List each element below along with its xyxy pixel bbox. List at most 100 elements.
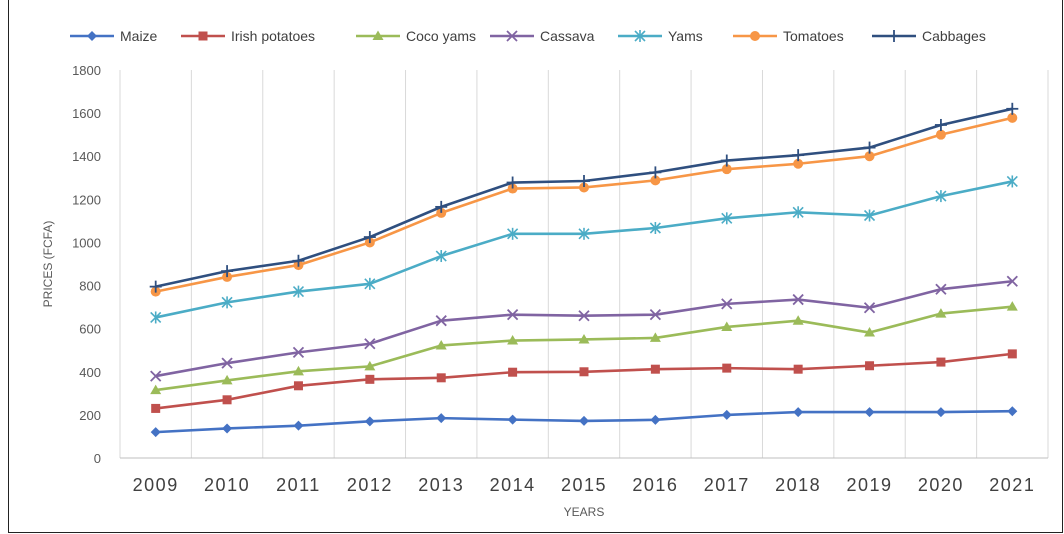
data-point-cassava [649,309,662,321]
data-point-cabbages [578,175,590,188]
data-point-cassava [578,310,590,322]
y-tick-label: 1800 [72,63,101,78]
data-point-coco-yams [1006,301,1018,311]
data-point-cabbages [649,166,662,179]
data-point-coco-yams [721,321,733,331]
data-point-cassava [435,315,447,327]
data-point-cassava [792,293,804,306]
data-point-yams [507,227,519,240]
data-point-yams [935,190,947,203]
x-tick-label: 2010 [204,475,250,495]
data-point-coco-yams [792,315,804,325]
legend-marker [87,31,97,41]
y-tick-label: 1600 [72,106,101,121]
data-point-coco-yams [935,308,947,318]
x-tick-label: 2009 [133,475,179,495]
data-point-maize [507,414,518,425]
data-point-yams [364,277,376,290]
data-point-cassava [1006,275,1018,287]
data-point-maize [1007,406,1018,417]
data-point-maize [864,407,875,418]
legend-marker [888,30,900,42]
series-tomatoes [150,112,1018,297]
legend-item-tomatoes: Tomatoes [733,28,844,44]
data-point-cabbages [149,280,162,293]
legend-item-yams: Yams [618,28,703,44]
data-point-coco-yams [435,339,447,350]
data-point-maize [436,413,447,424]
legend-item-irish-potatoes: Irish potatoes [181,28,315,44]
y-axis-title: PRICES (FCFA) [41,221,55,308]
y-tick-label: 400 [79,365,101,380]
legend: Maize Irish potatoes Coco yams Cassava Yams T… [70,28,986,44]
data-point-cabbages [292,254,305,267]
series-cabbages [149,102,1019,293]
legend-label: Cassava [540,28,595,44]
data-point-yams [721,212,733,225]
data-point-cassava [721,298,733,310]
series-coco-yams [150,301,1018,395]
legend-label: Yams [668,28,703,44]
data-point-cassava [935,283,947,295]
data-point-cassava [292,346,305,359]
y-tick-label: 1000 [72,235,101,250]
legend-label: Irish potatoes [231,28,315,44]
x-tick-label: 2018 [775,475,821,495]
data-point-tomatoes [1007,112,1018,123]
series-line-irish-potatoes [155,352,1013,410]
data-point-irish-potatoes [722,363,732,373]
x-tick-label: 2016 [632,475,678,495]
data-point-maize [579,415,589,426]
data-point-tomatoes [793,158,804,169]
data-point-coco-yams [364,360,376,371]
data-point-maize [222,423,233,434]
chart-frame [8,0,1063,533]
data-point-irish-potatoes [293,381,303,391]
data-point-yams [863,209,876,222]
legend-marker [506,30,518,42]
data-point-coco-yams [150,384,162,395]
data-point-irish-potatoes [579,367,589,377]
y-tick-label: 1200 [72,192,101,207]
data-point-maize [364,416,375,427]
data-point-maize [293,420,304,431]
series-line-cabbages [155,107,1013,288]
data-point-cabbages [506,176,519,189]
data-point-coco-yams [507,335,519,345]
legend-item-maize: Maize [70,28,158,44]
legend-marker [372,30,384,40]
data-point-coco-yams [864,327,876,337]
data-point-irish-potatoes [650,364,660,374]
series-irish-potatoes [151,349,1017,413]
legend-item-cabbages: Cabbages [872,28,986,44]
data-point-cabbages [792,149,805,162]
y-tick-label: 600 [79,322,101,337]
data-point-tomatoes [507,183,518,194]
data-point-coco-yams [292,365,304,376]
data-point-coco-yams [649,332,661,342]
data-point-coco-yams [578,333,590,344]
legend-item-cassava: Cassava [490,28,595,44]
x-tick-label: 2021 [989,475,1035,495]
data-point-yams [792,206,804,219]
data-point-tomatoes [650,175,661,186]
x-tick-label: 2019 [847,475,893,495]
y-tick-label: 1400 [72,149,101,164]
data-point-cabbages [720,154,733,167]
data-point-maize [650,414,661,425]
legend-label: Cabbages [922,28,986,44]
x-tick-label: 2020 [918,475,964,495]
data-point-cabbages [363,231,376,244]
legend-label: Tomatoes [783,28,844,44]
x-tick-label: 2015 [561,475,607,495]
data-point-tomatoes [579,182,589,193]
data-point-irish-potatoes [222,395,232,405]
data-point-irish-potatoes [151,403,161,413]
data-point-cabbages [435,200,448,213]
data-point-tomatoes [721,164,732,175]
data-point-cassava [364,338,376,350]
data-point-yams [221,296,233,309]
series-yams [150,175,1018,324]
data-point-tomatoes [935,129,946,140]
